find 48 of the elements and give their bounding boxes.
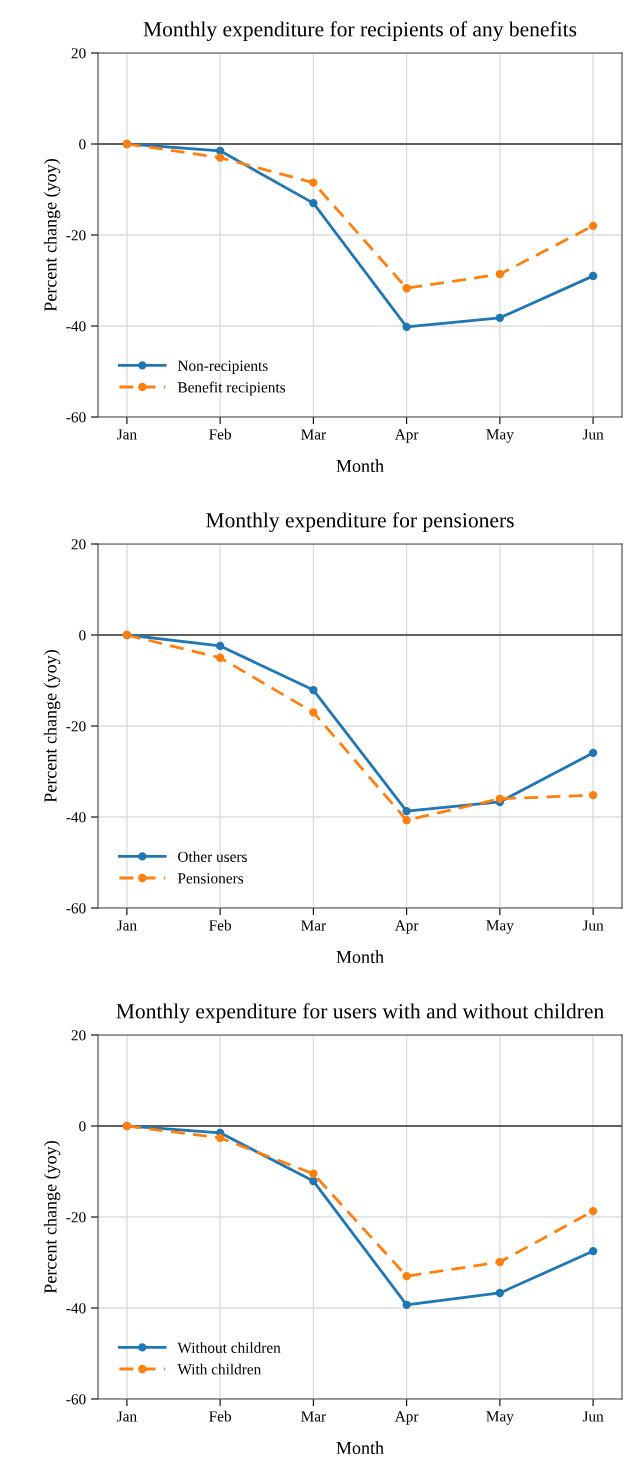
y-tick-label: -40 [66,1303,86,1314]
chart-title: Monthly expenditure for users with and without children [116,1003,604,1023]
x-tick-label: Mar [301,920,326,931]
y-tick-label: 0 [79,139,86,150]
x-tick-label: Feb [209,1410,232,1422]
y-tick-label: 20 [71,1030,86,1041]
x-axis-title: Month [336,1441,384,1455]
x-axis-title: Month [336,950,384,964]
legend-label: Benefit recipients [177,381,286,396]
y-axis-title: Percent change (yoy) [43,650,61,803]
y-tick-label: -20 [66,1212,86,1223]
y-axis-title: Percent change (yoy) [43,1141,61,1294]
y-tick-label: 20 [71,539,86,550]
y-tick-label: -40 [66,812,86,823]
x-tick-label: Apr [394,429,419,443]
x-tick-label: Feb [209,428,232,440]
x-tick-label: May [486,920,514,934]
x-tick-label: Jun [582,1411,604,1422]
legend-label: Pensioners [177,873,244,884]
legend-label: Other users [178,851,247,862]
x-tick-label: Jan [117,429,137,440]
y-tick-label: 0 [79,1121,86,1132]
x-axis-title: Month [336,459,384,473]
x-tick-label: Mar [301,1411,326,1422]
y-tick-label: 0 [79,630,86,641]
x-tick-label: Jan [117,920,137,931]
x-tick-label: Apr [394,1411,419,1425]
x-tick-label: May [486,1411,514,1425]
y-tick-label: -20 [66,230,86,241]
x-tick-label: May [486,429,514,443]
y-tick-label: -60 [66,412,86,423]
chart-title: Monthly expenditure for pensioners [206,512,514,532]
y-tick-label: -60 [66,903,86,914]
legend-label: Without children [177,1342,281,1353]
x-tick-label: Jun [582,920,604,931]
y-tick-label: -60 [66,1394,86,1405]
y-tick-label: -40 [66,321,86,332]
chart-title: Monthly expenditure for recipients of any benefits [143,21,577,41]
x-tick-label: Jun [582,429,604,440]
y-tick-label: -20 [66,721,86,732]
legend-label: Non-recipients [177,360,268,374]
x-tick-label: Mar [301,429,326,440]
legend-label: With children [177,1363,262,1375]
x-tick-label: Apr [394,920,419,934]
y-axis-title: Percent change (yoy) [43,159,61,312]
y-tick-label: 20 [71,48,86,59]
x-tick-label: Jan [117,1411,137,1422]
x-tick-label: Feb [209,919,232,931]
